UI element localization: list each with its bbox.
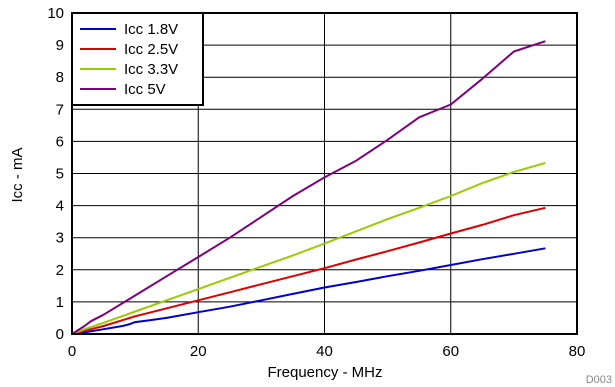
y-tick-label-5: 5 <box>56 166 64 183</box>
x-tick-label-3: 60 <box>442 343 459 360</box>
y-tick-label-7: 7 <box>56 101 64 118</box>
y-tick-label-3: 3 <box>56 230 64 247</box>
x-tick-label-2: 40 <box>316 343 333 360</box>
y-tick-label-6: 6 <box>56 133 64 150</box>
y-tick-label-10: 10 <box>47 5 64 22</box>
x-tick-label-1: 20 <box>190 343 207 360</box>
plot-frame <box>71 12 578 335</box>
legend-label-3: Icc 5V <box>124 81 166 98</box>
x-tick-label-4: 80 <box>569 343 586 360</box>
y-tick-label-0: 0 <box>56 326 64 343</box>
series-line-3 <box>71 40 546 335</box>
figure-code: D003 <box>586 374 612 386</box>
series-line-1 <box>71 206 546 335</box>
y-tick-label-1: 1 <box>56 294 64 311</box>
x-tick-label-0: 0 <box>68 343 76 360</box>
y-axis-label: Icc - mA <box>9 148 26 203</box>
legend-label-0: Icc 1.8V <box>124 21 178 38</box>
y-tick-labels: 0 1 2 3 4 5 6 7 8 9 10 <box>47 5 64 343</box>
legend-label-2: Icc 3.3V <box>124 61 178 78</box>
series-line-2 <box>71 161 546 335</box>
y-tick-label-8: 8 <box>56 69 64 86</box>
x-axis-label: Frequency - MHz <box>267 364 382 381</box>
x-tick-labels: 0 20 40 60 80 <box>68 343 586 360</box>
legend-label-1: Icc 2.5V <box>124 41 178 58</box>
series-line-0 <box>71 247 546 335</box>
y-tick-label-9: 9 <box>56 37 64 54</box>
y-tick-label-4: 4 <box>56 198 64 215</box>
y-tick-label-2: 2 <box>56 262 64 279</box>
series-lines <box>71 40 546 335</box>
legend: Icc 1.8V Icc 2.5V Icc 3.3V Icc 5V <box>71 12 204 106</box>
